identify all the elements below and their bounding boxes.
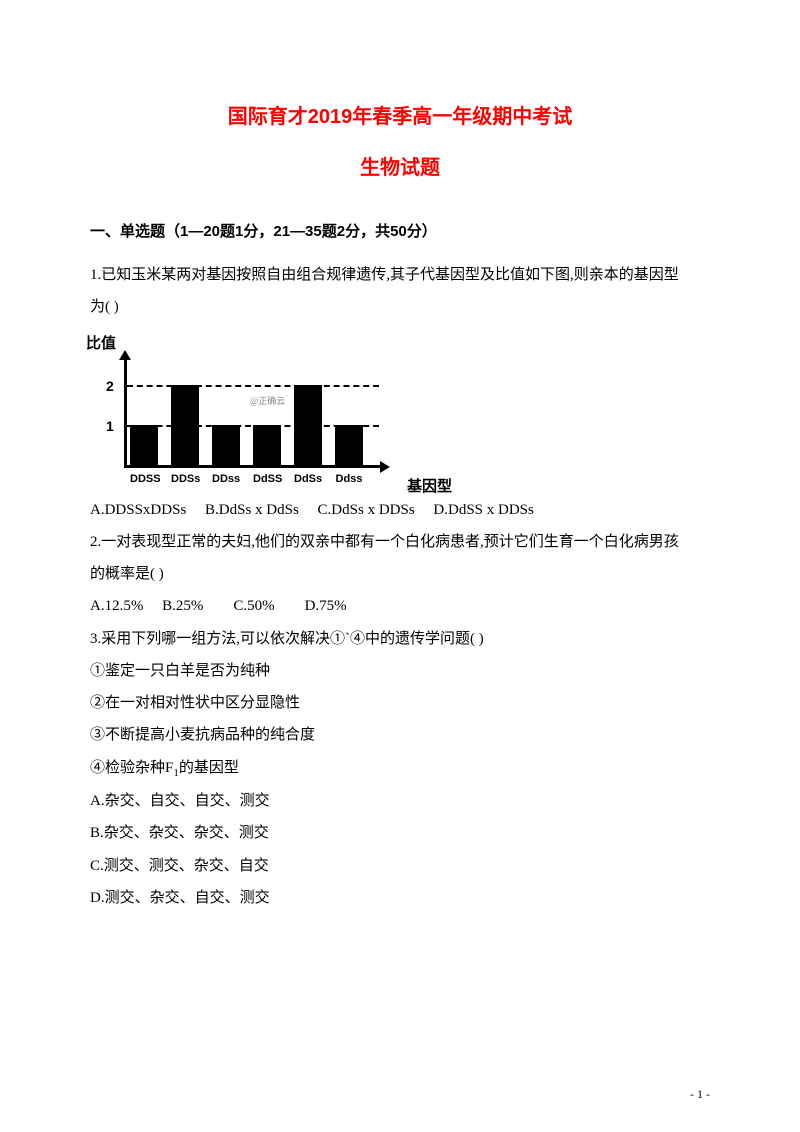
chart-bar <box>253 425 281 465</box>
chart-bar-label: DdSS <box>253 473 281 485</box>
y-axis <box>124 358 127 468</box>
chart-bar-label: Ddss <box>335 473 363 485</box>
chart-bar-label: DdSs <box>294 473 322 485</box>
q3-item4-a: ④检验杂种F <box>90 760 173 776</box>
q1-options: A.DDSSxDDSs B.DdSs x DdSs C.DdSs x DDSs … <box>90 494 710 526</box>
chart-bars <box>130 385 363 465</box>
x-axis <box>124 465 386 468</box>
q3-optB: B.杂交、杂交、杂交、测交 <box>90 817 710 849</box>
y-tick-2: 2 <box>106 378 114 394</box>
q2-options: A.12.5% B.25% C.50% D.75% <box>90 590 710 622</box>
q3-item4-b: 的基因型 <box>179 760 239 776</box>
q3-item1: ①鉴定一只白羊是否为纯种 <box>90 655 710 687</box>
chart-x-labels: DDSS DDSs DDss DdSS DdSs Ddss <box>130 473 363 485</box>
chart-bar-label: DDSS <box>130 473 158 485</box>
q3-optA: A.杂交、自交、自交、测交 <box>90 785 710 817</box>
chart-y-label: 比值 <box>86 332 116 353</box>
q3-item2: ②在一对相对性状中区分显隐性 <box>90 687 710 719</box>
q1-bar-chart: 比值 1 2 @正确云 DDSSDDSsDDssDdSSDdSsDdss 基因型 <box>90 338 390 488</box>
title-sub: 生物试题 <box>90 151 710 180</box>
chart-bar <box>294 385 322 465</box>
q3-stem: 3.采用下列哪一组方法,可以依次解决①`④中的遗传学问题( ) <box>90 623 710 655</box>
q2-stem-line2: 的概率是( ) <box>90 558 710 590</box>
q3-optD: D.测交、杂交、自交、测交 <box>90 882 710 914</box>
chart-x-label: 基因型 <box>407 475 452 496</box>
section-heading: 一、单选题（1—20题1分，21—35题2分，共50分） <box>90 220 710 241</box>
q1-stem-line1: 1.已知玉米某两对基因按照自由组合规律遗传,其子代基因型及比值如下图,则亲本的基… <box>90 259 710 291</box>
chart-bar <box>212 425 240 465</box>
y-tick-1: 1 <box>106 418 114 434</box>
q3-optC: C.测交、测交、杂交、自交 <box>90 850 710 882</box>
chart-bar-label: DDss <box>212 473 240 485</box>
q3-item4: ④检验杂种F1的基因型 <box>90 752 710 786</box>
chart-bar <box>130 425 158 465</box>
q1-chart-container: 比值 1 2 @正确云 DDSSDDSsDDssDdSSDdSsDdss 基因型 <box>90 338 710 488</box>
q2-stem-line1: 2.一对表现型正常的夫妇,他们的双亲中都有一个白化病患者,预计它们生育一个白化病… <box>90 526 710 558</box>
q3-item3: ③不断提高小麦抗病品种的纯合度 <box>90 719 710 751</box>
title-main: 国际育才2019年春季高一年级期中考试 <box>90 100 710 129</box>
page-number: - 1 - <box>690 1087 710 1102</box>
chart-bar <box>171 385 199 465</box>
x-axis-arrow-icon <box>380 461 390 473</box>
chart-bar <box>335 425 363 465</box>
exam-page: 国际育才2019年春季高一年级期中考试 生物试题 一、单选题（1—20题1分，2… <box>0 0 800 1132</box>
chart-bar-label: DDSs <box>171 473 199 485</box>
q1-stem-line2: 为( ) <box>90 291 710 323</box>
